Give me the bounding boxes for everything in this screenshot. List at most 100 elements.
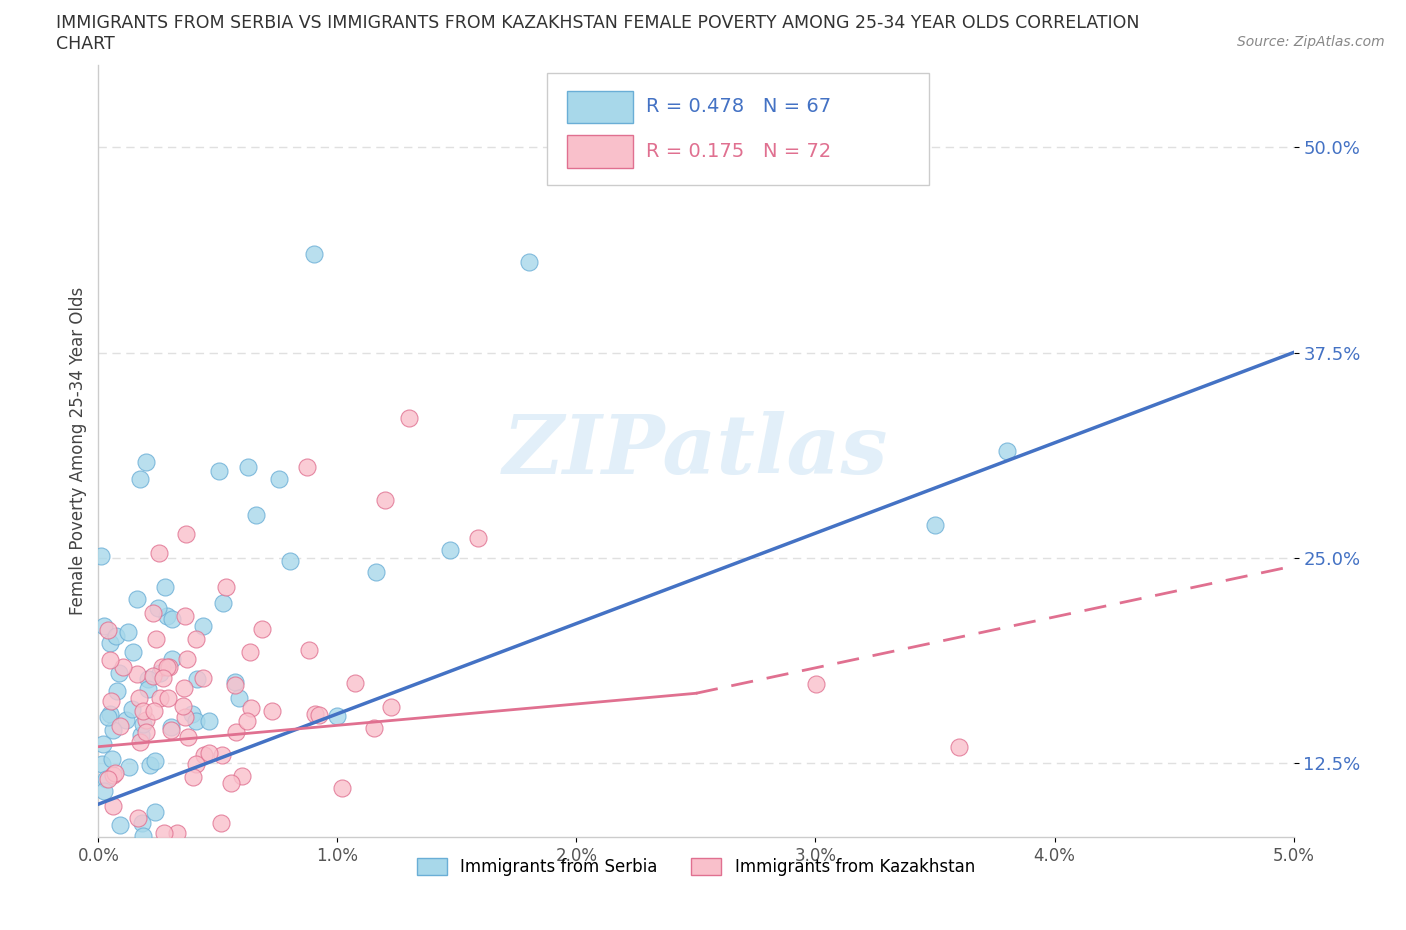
Point [245, 508, 267, 523]
Point [364, 565, 387, 579]
Point [302, 246, 325, 261]
Point [398, 411, 420, 426]
Point [160, 612, 183, 627]
Point [128, 472, 150, 486]
Point [90, 849, 112, 864]
Point [214, 579, 236, 594]
FancyBboxPatch shape [567, 136, 633, 167]
Point [219, 776, 242, 790]
Point [135, 712, 157, 727]
Point [145, 631, 167, 646]
Point [439, 543, 461, 558]
Point [211, 596, 233, 611]
Point [108, 666, 131, 681]
Point [181, 769, 204, 784]
Point [91, 736, 114, 751]
Y-axis label: Female Poverty Among 25-34 Year Olds: Female Poverty Among 25-34 Year Olds [69, 287, 87, 615]
Point [172, 698, 194, 713]
Point [231, 768, 253, 783]
Point [208, 463, 231, 478]
Point [97, 622, 120, 637]
Point [280, 553, 302, 568]
Point [197, 746, 219, 761]
Point [108, 719, 131, 734]
Point [191, 671, 214, 685]
Point [374, 493, 396, 508]
Point [131, 815, 153, 830]
Text: CHART: CHART [56, 35, 115, 53]
Point [132, 829, 155, 844]
Point [153, 579, 176, 594]
Point [295, 459, 318, 474]
Point [148, 600, 170, 615]
Point [115, 712, 138, 727]
Point [131, 728, 153, 743]
Point [363, 721, 385, 736]
Point [184, 631, 207, 646]
Point [162, 652, 184, 667]
Point [197, 713, 219, 728]
Point [93, 783, 115, 798]
Point [193, 748, 215, 763]
Legend: Immigrants from Serbia, Immigrants from Kazakhstan: Immigrants from Serbia, Immigrants from … [411, 851, 981, 883]
Point [201, 870, 224, 885]
Point [117, 625, 139, 640]
Point [142, 605, 165, 620]
Point [96, 772, 118, 787]
Point [127, 667, 149, 682]
Point [173, 608, 195, 623]
Point [118, 759, 141, 774]
Text: IMMIGRANTS FROM SERBIA VS IMMIGRANTS FROM KAZAKHSTAN FEMALE POVERTY AMONG 25-34 : IMMIGRANTS FROM SERBIA VS IMMIGRANTS FRO… [56, 14, 1140, 32]
Point [150, 660, 173, 675]
Point [180, 706, 202, 721]
Point [97, 710, 120, 724]
Point [91, 757, 114, 772]
Point [176, 651, 198, 666]
Point [125, 592, 148, 607]
Point [166, 825, 188, 840]
Point [143, 703, 166, 718]
Point [143, 804, 166, 819]
Point [191, 619, 214, 634]
Point [97, 772, 120, 787]
Point [156, 659, 179, 674]
Point [160, 723, 183, 737]
Point [948, 739, 970, 754]
Point [467, 531, 489, 546]
Point [236, 713, 259, 728]
Point [90, 879, 112, 894]
Point [93, 618, 115, 633]
FancyBboxPatch shape [547, 73, 929, 185]
Point [101, 751, 124, 766]
Point [184, 713, 207, 728]
Point [111, 659, 134, 674]
Point [90, 549, 112, 564]
Point [176, 730, 198, 745]
Point [157, 660, 180, 675]
Point [135, 454, 157, 469]
Point [132, 717, 155, 732]
Point [98, 706, 121, 721]
Point [156, 879, 179, 894]
Text: R = 0.175   N = 72: R = 0.175 N = 72 [645, 142, 831, 161]
Text: ZIPatlas: ZIPatlas [503, 411, 889, 491]
Point [98, 653, 121, 668]
Point [117, 850, 139, 865]
Point [104, 629, 127, 644]
Point [995, 444, 1018, 458]
Point [127, 810, 149, 825]
Point [104, 765, 127, 780]
Point [298, 643, 321, 658]
FancyBboxPatch shape [567, 90, 633, 123]
Point [91, 879, 114, 894]
Point [304, 707, 326, 722]
Point [103, 768, 125, 783]
Point [121, 701, 143, 716]
Point [149, 690, 172, 705]
Point [211, 748, 233, 763]
Point [100, 694, 122, 709]
Point [224, 678, 246, 693]
Point [326, 709, 349, 724]
Point [250, 622, 273, 637]
Point [122, 870, 145, 885]
